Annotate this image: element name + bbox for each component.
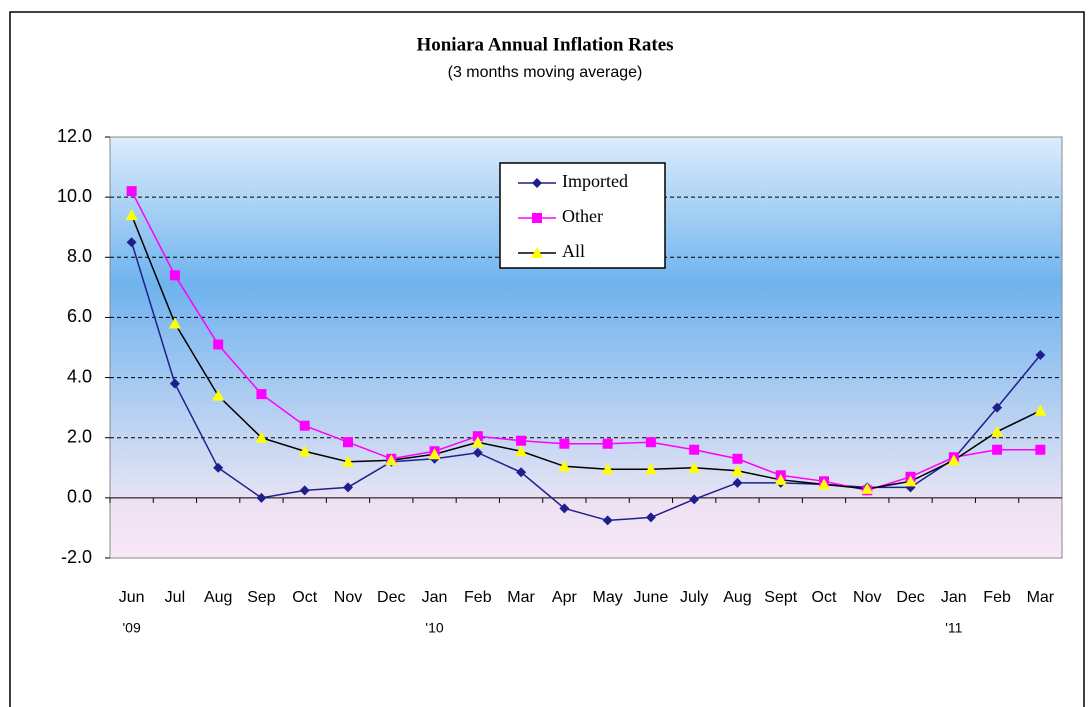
legend-label: Imported	[562, 171, 628, 191]
marker	[169, 378, 180, 389]
marker	[213, 339, 224, 350]
x-tick-label: Dec	[377, 589, 405, 606]
legend-marker	[532, 213, 542, 223]
marker	[861, 482, 874, 494]
x-tick-label: Jun	[119, 589, 145, 606]
marker	[168, 317, 181, 329]
x-tick-label: July	[680, 589, 708, 606]
marker	[732, 453, 743, 464]
marker	[472, 431, 483, 442]
marker	[126, 186, 137, 197]
marker	[299, 485, 310, 496]
marker	[602, 438, 613, 449]
x-tick-label: Aug	[723, 589, 751, 606]
marker	[343, 482, 353, 493]
marker	[125, 209, 138, 221]
y-tick-label: 0.0	[67, 487, 92, 507]
x-tick-label: June	[634, 589, 669, 606]
marker	[992, 444, 1003, 455]
y-tick-label: 6.0	[67, 306, 92, 326]
marker	[645, 512, 656, 523]
x-tick-label: Feb	[983, 589, 1011, 606]
marker	[645, 437, 656, 448]
y-tick-label: 12.0	[57, 126, 92, 146]
marker	[688, 461, 701, 473]
marker	[731, 464, 744, 476]
legend-marker	[532, 178, 542, 188]
marker	[342, 455, 354, 467]
x-year-label: '09	[123, 620, 141, 636]
marker	[472, 447, 483, 458]
x-tick-label: Nov	[853, 589, 881, 606]
marker	[256, 389, 267, 400]
marker	[256, 492, 267, 503]
x-tick-label: Apr	[552, 589, 578, 606]
x-tick-label: Dec	[896, 589, 924, 606]
x-tick-label: Sep	[247, 589, 276, 606]
legend-label: All	[562, 241, 585, 261]
x-tick-label: Sept	[764, 589, 797, 606]
series-line	[130, 242, 1041, 522]
x-tick-label: Jan	[422, 589, 448, 606]
marker	[516, 467, 527, 478]
x-tick-label: Jul	[165, 589, 185, 606]
marker	[644, 463, 657, 475]
marker	[818, 478, 830, 490]
marker	[602, 515, 613, 526]
legend-marker	[531, 247, 543, 258]
marker	[601, 463, 614, 475]
marker	[213, 462, 224, 473]
chart-subtitle: (3 months moving average)	[448, 64, 643, 81]
marker	[1035, 444, 1046, 455]
x-tick-label: Mar	[507, 589, 535, 606]
chart-title: Honiara Annual Inflation Rates	[416, 34, 673, 55]
y-tick-label: 2.0	[67, 426, 92, 446]
x-tick-label: Feb	[464, 589, 492, 606]
marker	[515, 445, 528, 457]
marker	[516, 435, 527, 446]
x-year-label: '11	[945, 620, 962, 636]
marker	[169, 270, 180, 281]
x-year-label: '10	[425, 620, 443, 636]
marker	[947, 454, 960, 466]
marker	[471, 436, 484, 448]
marker	[212, 389, 225, 401]
legend: Imported Other All	[499, 162, 666, 269]
marker	[558, 460, 571, 472]
marker	[991, 425, 1004, 437]
marker	[904, 475, 917, 487]
marker	[299, 420, 310, 431]
marker	[1034, 404, 1047, 416]
marker	[126, 237, 137, 248]
marker	[689, 444, 700, 455]
y-tick-label: 10.0	[57, 186, 92, 206]
marker	[992, 402, 1003, 413]
marker	[298, 445, 311, 457]
marker	[1035, 350, 1046, 361]
x-tick-label: Aug	[204, 589, 232, 606]
marker	[689, 494, 700, 505]
marker	[732, 477, 743, 488]
y-tick-label: 4.0	[67, 366, 92, 386]
marker	[428, 448, 441, 460]
x-tick-label: Oct	[292, 589, 317, 606]
y-tick-label: -2.0	[61, 547, 92, 567]
marker	[559, 438, 570, 449]
marker	[343, 437, 353, 448]
x-tick-label: Jan	[941, 589, 967, 606]
x-tick-label: Nov	[334, 589, 362, 606]
legend-label: Other	[562, 206, 603, 226]
x-tick-label: Mar	[1027, 589, 1055, 606]
legend-box	[499, 162, 666, 269]
x-tick-label: May	[593, 589, 623, 606]
marker	[559, 503, 570, 514]
series-line	[130, 190, 1041, 492]
y-tick-label: 8.0	[67, 246, 92, 266]
marker	[385, 454, 398, 466]
x-tick-label: Oct	[812, 589, 837, 606]
marker	[255, 431, 268, 443]
marker	[774, 473, 787, 485]
series-line	[130, 214, 1041, 490]
